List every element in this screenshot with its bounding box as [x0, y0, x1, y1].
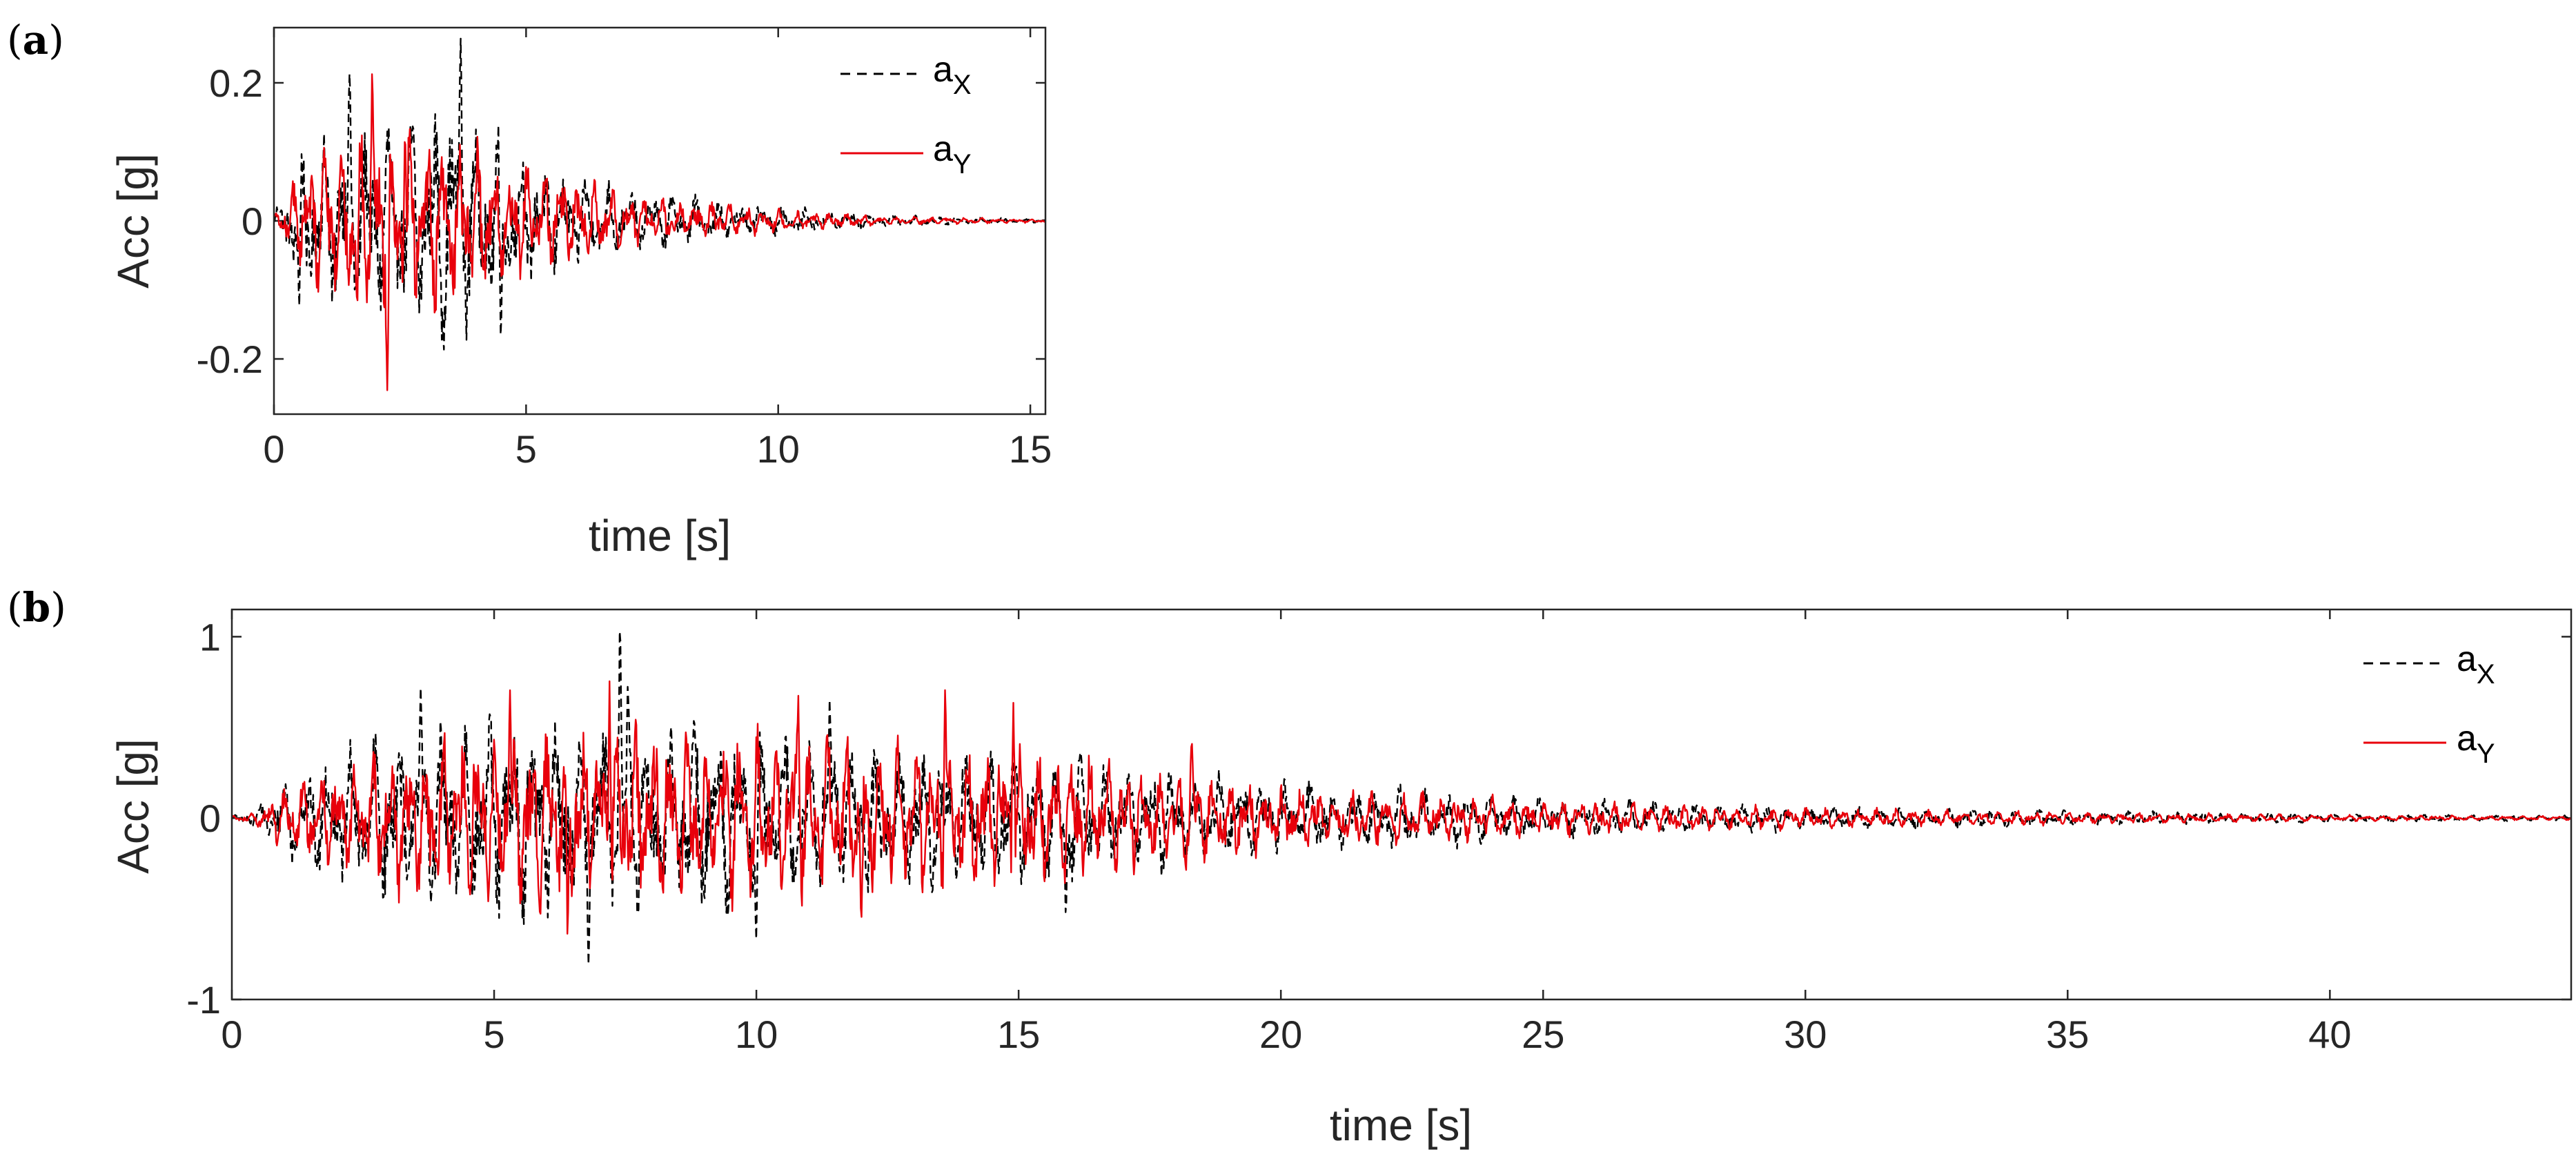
panel-a-axes-box — [273, 26, 1047, 416]
x-tick-label: 30 — [1784, 1013, 1827, 1056]
panel-label-a: (a) — [7, 17, 64, 64]
panel-a-legend: aX aY — [840, 50, 972, 179]
y-tick-label: 1 — [199, 615, 221, 658]
x-tick-label: 0 — [221, 1013, 242, 1056]
panel-b-legend-ay-label: aY — [2457, 719, 2495, 769]
panel-a: (a) 0 5 10 15 -0.2 0 0.2 time [s] Acc [g] aX a… — [7, 17, 1052, 560]
x-tick-label: 5 — [483, 1013, 504, 1056]
y-tick-label: 0 — [199, 797, 221, 840]
series-aY — [273, 73, 1047, 391]
panel-label-b: (b) — [7, 584, 66, 631]
panel-a-y-axis-title: Acc [g] — [108, 153, 158, 289]
x-tick-label: 25 — [1522, 1013, 1564, 1056]
x-tick-label: 40 — [2308, 1013, 2351, 1056]
panel-a-series — [273, 37, 1047, 391]
x-tick-label: 10 — [757, 427, 800, 471]
panel-b: (b) 0 5 10 15 20 25 30 35 40-101 time [s] Acc [g… — [7, 584, 2573, 1150]
panel-a-legend-ay-label: aY — [933, 129, 972, 179]
panel-label-a-letter: a — [23, 17, 49, 64]
x-tick-label: 35 — [2046, 1013, 2089, 1056]
panel-b-legend-ax-label: aX — [2457, 639, 2495, 690]
panel-b-series — [230, 630, 2572, 966]
y-tick-label: -0.2 — [197, 338, 264, 381]
series-aY — [230, 680, 2572, 935]
x-tick-label: 20 — [1259, 1013, 1302, 1056]
panel-b-axes-box — [230, 608, 2573, 1001]
x-tick-label: 0 — [263, 427, 284, 471]
x-tick-label: 15 — [1009, 427, 1052, 471]
y-tick-label: 0.2 — [209, 61, 263, 105]
panel-a-ticks: 0 5 10 15 -0.2 0 0.2 — [197, 28, 1052, 471]
x-tick-label: 15 — [997, 1013, 1040, 1056]
panel-a-legend-ax-label: aX — [933, 50, 972, 100]
y-tick-label: 0 — [242, 199, 263, 243]
panel-b-y-axis-title: Acc [g] — [108, 739, 158, 874]
panel-b-legend: aX aY — [2363, 639, 2495, 769]
panel-b-ticks: 0 5 10 15 20 25 30 35 40-101 — [186, 609, 2571, 1056]
panel-b-x-axis-title: time [s] — [1330, 1100, 1472, 1150]
panel-label-b-letter: b — [23, 584, 51, 631]
x-tick-label: 10 — [735, 1013, 778, 1056]
y-tick-label: -1 — [186, 978, 221, 1022]
x-tick-label: 5 — [515, 427, 537, 471]
panel-a-x-axis-title: time [s] — [589, 511, 731, 560]
